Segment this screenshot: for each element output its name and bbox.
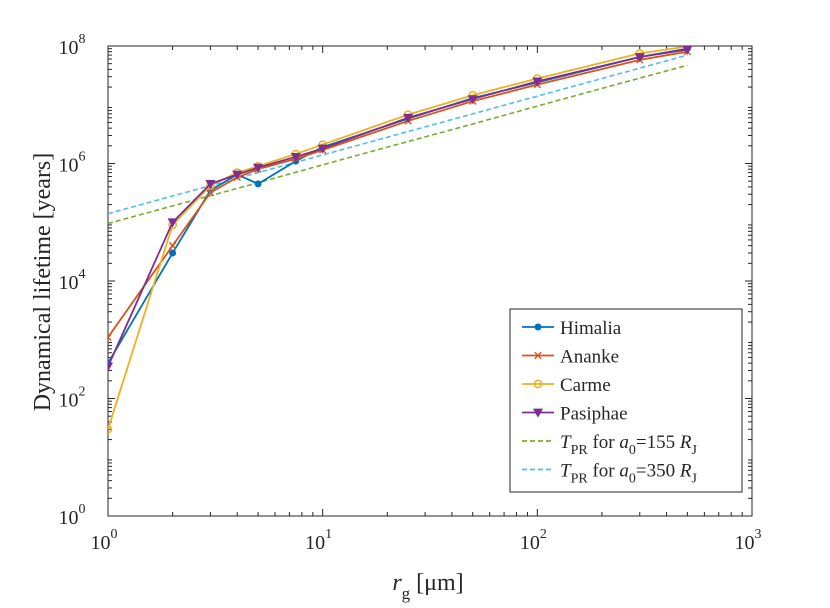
data-point <box>167 218 178 228</box>
data-point <box>533 379 543 389</box>
legend-entry: Ananke <box>522 347 619 368</box>
series-line <box>108 50 688 338</box>
series-3 <box>108 46 693 372</box>
legend-label: Pasiphae <box>560 404 628 425</box>
data-point <box>290 152 301 163</box>
data-point <box>634 53 645 63</box>
data-point <box>108 362 114 372</box>
y-axis-label: Dynamical lifetime [years] <box>30 153 56 412</box>
data-point <box>232 170 243 180</box>
y-tick-label: 102 <box>59 385 86 412</box>
x-tick-label: 100 <box>91 527 118 554</box>
series-line <box>108 48 688 367</box>
data-point <box>206 188 215 197</box>
y-tick-label: 108 <box>59 32 86 59</box>
legend-label: TPR for a0=350 RJ <box>560 461 697 487</box>
legend-entry: Pasiphae <box>522 404 628 425</box>
series-line <box>108 46 688 430</box>
legend-label: Carme <box>560 375 611 396</box>
data-point <box>169 249 177 257</box>
data-point <box>317 144 328 154</box>
y-tick-label: 104 <box>59 267 86 294</box>
data-point <box>534 351 542 360</box>
data-point <box>108 424 113 434</box>
x-tick-label: 102 <box>520 527 547 554</box>
legend-entry: Himalia <box>522 318 622 339</box>
legend: Himalia Ananke Carme Pasiphae TPR for a0=155… <box>509 308 743 493</box>
legend-box <box>509 308 743 493</box>
legend-label: Himalia <box>560 318 622 339</box>
series-line <box>108 64 688 225</box>
legend-entry: TPR for a0=350 RJ <box>522 461 697 487</box>
data-point <box>534 323 542 331</box>
data-point <box>403 113 414 124</box>
data-point <box>205 180 216 190</box>
legend-label: TPR for a0=155 RJ <box>560 432 697 458</box>
data-point <box>168 241 177 250</box>
x-tick-label: 101 <box>305 527 332 554</box>
legend-entry: TPR for a0=155 RJ <box>522 432 697 458</box>
data-point <box>254 180 262 188</box>
data-point <box>682 46 693 55</box>
data-point <box>252 163 264 173</box>
x-axis-label: rg [μm] <box>392 570 463 603</box>
series-5 <box>108 54 688 215</box>
data-point <box>532 408 544 418</box>
data-point <box>532 77 543 87</box>
axis-ticks: 100 101 102 103 100 102 104 106 108 <box>59 32 762 554</box>
series-line <box>108 54 688 215</box>
legend-entry: Carme <box>522 375 611 396</box>
y-tick-label: 106 <box>59 150 86 177</box>
data-point <box>467 95 478 105</box>
x-tick-label: 103 <box>735 527 762 554</box>
y-tick-label: 100 <box>59 502 86 529</box>
legend-label: Ananke <box>560 347 619 368</box>
series-4 <box>108 64 688 225</box>
series-layer <box>108 46 693 434</box>
axis-labels: rg [μm] Dynamical lifetime [years] <box>30 153 464 603</box>
data-point <box>108 333 112 342</box>
